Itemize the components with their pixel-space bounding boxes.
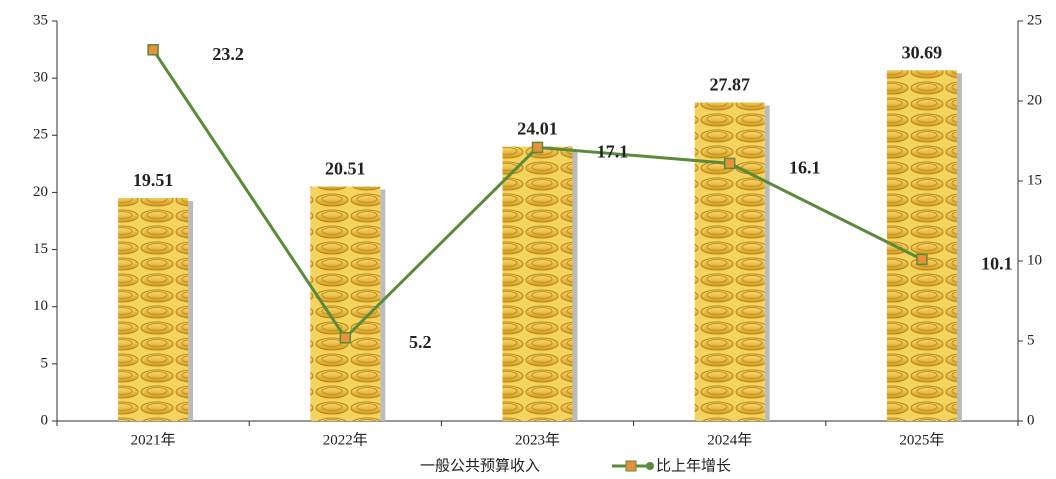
y2-tick-label: 15 bbox=[1027, 172, 1042, 188]
bar-shadow bbox=[573, 150, 578, 421]
chart: 0 5 10 15 20 25 30 35 0 5 10 15 20 25 2021年 2022年 2023年 2… bbox=[0, 0, 1056, 479]
bar-shadow bbox=[380, 190, 385, 421]
y-tick-label: 0 bbox=[41, 412, 49, 428]
value-label: 24.01 bbox=[517, 119, 558, 139]
x-tick-label: 2023年 bbox=[515, 431, 560, 448]
bar bbox=[310, 187, 380, 421]
x-tick-label: 2024年 bbox=[707, 431, 752, 448]
y2-tick-label: 0 bbox=[1027, 412, 1035, 428]
x-tick-label: 2022年 bbox=[323, 431, 368, 448]
value-label: 23.2 bbox=[212, 44, 244, 64]
y2-tick-label: 5 bbox=[1027, 332, 1035, 348]
legend-label: 一般公共预算收入 bbox=[420, 457, 540, 475]
legend-marker bbox=[626, 461, 636, 471]
x-tick-label: 2021年 bbox=[131, 431, 176, 448]
y2-tick-label: 10 bbox=[1027, 252, 1042, 268]
y2-tick-label: 25 bbox=[1027, 12, 1042, 28]
marker bbox=[725, 158, 735, 168]
value-label: 16.1 bbox=[789, 158, 821, 178]
y-tick-label: 15 bbox=[33, 241, 48, 257]
y-tick-label: 5 bbox=[41, 355, 49, 371]
marker bbox=[533, 142, 543, 152]
bar bbox=[503, 147, 573, 421]
value-label: 30.69 bbox=[902, 42, 943, 62]
value-label: 5.2 bbox=[409, 332, 432, 352]
marker bbox=[917, 254, 927, 264]
value-label: 20.51 bbox=[325, 159, 366, 179]
marker bbox=[340, 333, 350, 343]
bar-shadow bbox=[765, 105, 770, 421]
legend-label: 比上年增长 bbox=[656, 457, 731, 475]
marker bbox=[148, 45, 158, 55]
value-label: 27.87 bbox=[709, 75, 750, 95]
value-label: 10.1 bbox=[981, 254, 1013, 274]
legend-marker bbox=[646, 462, 654, 470]
y-tick-label: 20 bbox=[33, 184, 48, 200]
x-tick-label: 2025年 bbox=[899, 431, 944, 448]
value-label: 17.1 bbox=[597, 142, 629, 162]
bar-shadow bbox=[188, 201, 193, 421]
bar bbox=[118, 198, 188, 421]
value-label: 19.51 bbox=[133, 170, 174, 190]
y-tick-label: 30 bbox=[33, 70, 48, 86]
bar-shadow bbox=[957, 73, 962, 421]
y-tick-label: 10 bbox=[33, 298, 48, 314]
y-tick-label: 25 bbox=[33, 127, 48, 143]
bar bbox=[695, 102, 765, 421]
y2-tick-label: 20 bbox=[1027, 92, 1042, 108]
y-tick-label: 35 bbox=[33, 12, 48, 28]
